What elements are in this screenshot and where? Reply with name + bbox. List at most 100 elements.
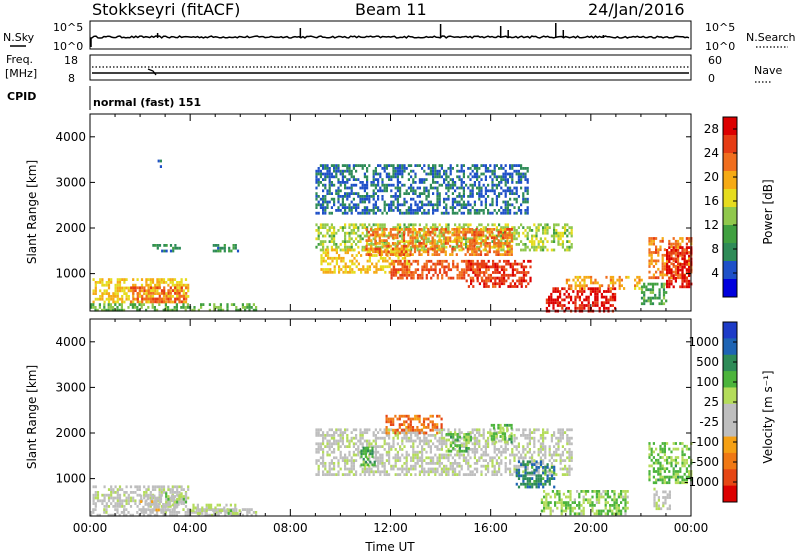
data-cell bbox=[200, 306, 202, 309]
data-cell bbox=[430, 445, 432, 448]
data-cell bbox=[346, 462, 348, 465]
data-cell bbox=[399, 212, 401, 215]
data-cell bbox=[318, 201, 320, 204]
data-cell bbox=[681, 240, 683, 243]
data-cell bbox=[423, 209, 425, 212]
data-cell bbox=[375, 442, 377, 445]
data-cell bbox=[403, 248, 405, 251]
data-cell bbox=[337, 170, 339, 173]
data-cell bbox=[535, 232, 537, 235]
data-cell bbox=[668, 260, 670, 263]
data-cell bbox=[666, 252, 668, 255]
data-cell bbox=[679, 243, 681, 246]
data-cell bbox=[452, 203, 454, 206]
data-cell bbox=[117, 301, 119, 304]
data-cell bbox=[467, 203, 469, 206]
data-cell bbox=[329, 201, 331, 204]
data-cell bbox=[101, 295, 103, 298]
data-cell bbox=[513, 440, 515, 443]
data-cell bbox=[379, 473, 381, 476]
data-cell bbox=[397, 257, 399, 260]
data-cell bbox=[373, 271, 375, 274]
data-cell bbox=[408, 206, 410, 209]
data-cell bbox=[509, 173, 511, 176]
data-cell bbox=[399, 242, 401, 245]
data-cell bbox=[684, 248, 686, 251]
data-cell bbox=[320, 164, 322, 167]
data-cell bbox=[324, 223, 326, 226]
data-cell bbox=[509, 175, 511, 178]
data-cell bbox=[443, 181, 445, 184]
nsky-tick-top: 10^5 bbox=[53, 21, 83, 34]
data-cell bbox=[529, 260, 531, 263]
data-cell bbox=[370, 442, 372, 445]
data-cell bbox=[117, 295, 119, 298]
data-cell bbox=[470, 282, 472, 285]
data-cell bbox=[108, 497, 110, 500]
data-cell bbox=[579, 304, 581, 307]
data-cell bbox=[378, 268, 380, 271]
data-cell bbox=[406, 268, 408, 271]
data-cell bbox=[116, 306, 118, 309]
data-cell bbox=[476, 437, 478, 440]
data-cell bbox=[500, 228, 502, 231]
data-cell bbox=[362, 212, 364, 215]
data-cell bbox=[603, 290, 605, 293]
data-cell bbox=[414, 250, 416, 253]
data-cell bbox=[423, 459, 425, 462]
data-cell bbox=[445, 228, 447, 231]
data-cell bbox=[441, 437, 443, 440]
data-cell bbox=[463, 260, 465, 263]
data-cell bbox=[327, 271, 329, 274]
data-cell bbox=[489, 242, 491, 245]
data-cell bbox=[331, 198, 333, 201]
data-cell bbox=[246, 306, 248, 309]
data-cell bbox=[590, 293, 592, 296]
data-cell bbox=[619, 287, 621, 290]
data-cell bbox=[476, 468, 478, 471]
data-cell bbox=[176, 511, 178, 514]
data-cell bbox=[324, 473, 326, 476]
data-cell bbox=[498, 468, 500, 471]
data-cell bbox=[440, 239, 442, 242]
data-cell bbox=[456, 236, 458, 239]
data-cell bbox=[318, 468, 320, 471]
data-cell bbox=[428, 164, 430, 167]
data-cell bbox=[675, 249, 677, 252]
data-cell bbox=[542, 229, 544, 232]
data-cell bbox=[403, 253, 405, 256]
data-cell bbox=[441, 164, 443, 167]
data-cell bbox=[525, 285, 527, 288]
data-cell bbox=[390, 228, 392, 231]
data-cell bbox=[548, 299, 550, 302]
data-cell bbox=[170, 491, 172, 494]
data-cell bbox=[601, 284, 603, 287]
data-cell bbox=[485, 203, 487, 206]
data-cell bbox=[483, 195, 485, 198]
data-cell bbox=[401, 203, 403, 206]
data-cell bbox=[322, 195, 324, 198]
data-cell bbox=[557, 304, 559, 307]
data-cell bbox=[344, 465, 346, 468]
data-cell bbox=[447, 456, 449, 459]
data-cell bbox=[373, 434, 375, 437]
data-cell bbox=[533, 243, 535, 246]
data-cell bbox=[675, 260, 677, 263]
data-cell bbox=[465, 459, 467, 462]
data-cell bbox=[132, 491, 134, 494]
data-cell bbox=[145, 292, 147, 295]
data-cell bbox=[95, 298, 97, 301]
data-cell bbox=[251, 306, 253, 309]
data-cell bbox=[509, 231, 511, 234]
data-cell bbox=[500, 167, 502, 170]
data-cell bbox=[495, 245, 497, 248]
data-cell bbox=[511, 448, 513, 451]
data-cell bbox=[487, 195, 489, 198]
data-cell bbox=[648, 288, 650, 291]
data-cell bbox=[495, 242, 497, 245]
data-cell bbox=[246, 303, 248, 306]
data-cell bbox=[507, 189, 509, 192]
data-cell bbox=[521, 263, 523, 266]
data-cell bbox=[428, 189, 430, 192]
data-cell bbox=[503, 266, 505, 269]
